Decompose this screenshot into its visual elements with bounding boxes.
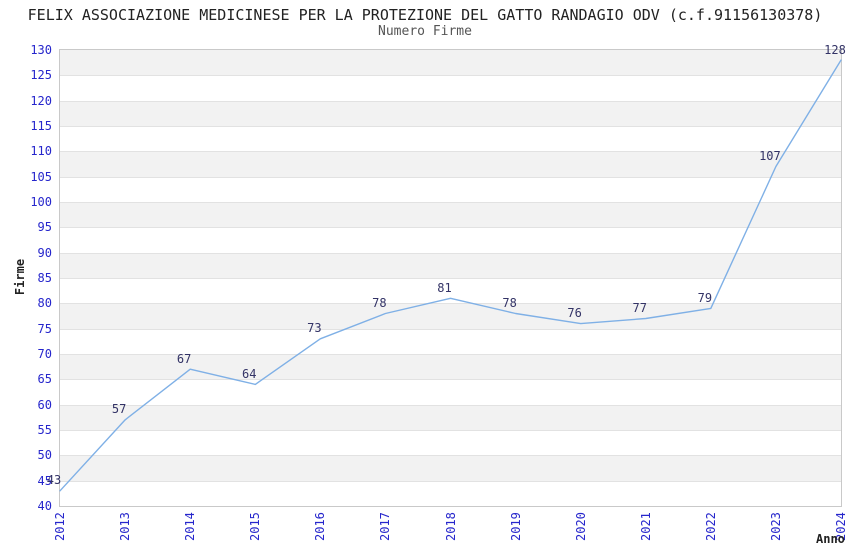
y-tick-label: 45 <box>37 473 52 488</box>
line-series-svg <box>59 59 842 492</box>
grid-line <box>60 151 841 153</box>
data-label: 73 <box>307 321 322 336</box>
grid-line <box>60 303 841 305</box>
grid-band <box>60 100 841 126</box>
data-label: 64 <box>242 366 257 381</box>
x-tick-label: 2021 <box>638 512 653 541</box>
grid-line <box>60 126 841 127</box>
data-label: 57 <box>111 402 127 417</box>
data-label: 43 <box>46 473 62 488</box>
line-series <box>59 59 842 492</box>
x-tick-label: 2019 <box>508 512 523 541</box>
grid-band <box>60 202 841 228</box>
grid-band <box>60 480 841 506</box>
y-tick-label: 40 <box>37 499 52 513</box>
x-axis-title: Anno <box>816 532 845 546</box>
grid-band <box>60 126 841 152</box>
grid-line <box>60 278 841 279</box>
data-label: 79 <box>697 290 713 305</box>
grid-line <box>60 379 841 381</box>
x-tick-label: 2018 <box>443 512 458 541</box>
grid-band <box>60 455 841 481</box>
grid-line <box>60 100 841 102</box>
chart-subtitle: Numero Firme <box>378 24 472 39</box>
grid-band <box>60 278 841 304</box>
grid-band <box>60 430 841 456</box>
grid-band <box>60 75 841 101</box>
grid-line <box>60 202 841 203</box>
x-tick-label: 2015 <box>248 512 263 541</box>
y-tick-label: 130 <box>30 43 52 57</box>
y-tick-label: 75 <box>37 321 52 336</box>
y-tick-label: 80 <box>37 296 52 311</box>
y-tick-label: 120 <box>30 93 52 108</box>
y-tick-label: 50 <box>37 448 52 463</box>
x-tick-label: 2020 <box>573 512 588 541</box>
y-tick-label: 60 <box>37 397 52 412</box>
grid-line <box>60 455 841 457</box>
grid-line <box>60 176 841 178</box>
x-tick-label: 2017 <box>378 512 393 541</box>
grid-line <box>60 75 841 77</box>
y-tick-label: 100 <box>30 195 52 209</box>
grid-band <box>60 328 841 354</box>
grid-band <box>60 151 841 177</box>
y-tick-label: 65 <box>37 372 52 387</box>
x-tick-label: 2014 <box>183 512 198 541</box>
grid-band <box>60 252 841 278</box>
y-tick-label: 55 <box>37 423 52 437</box>
y-tick-label: 110 <box>30 144 52 159</box>
grid-line <box>60 480 841 482</box>
grid-band <box>60 354 841 380</box>
data-label: 81 <box>437 280 452 295</box>
x-tick-label: 2022 <box>703 512 718 541</box>
grid-band <box>60 50 841 76</box>
y-tick-label: 70 <box>37 347 52 361</box>
grid-band <box>60 379 841 405</box>
grid-band <box>60 227 841 253</box>
y-tick-label: 90 <box>37 245 52 260</box>
y-tick-label: 125 <box>30 68 52 83</box>
plot-area <box>59 49 842 507</box>
grid-line <box>60 354 841 355</box>
data-label: 78 <box>502 295 517 310</box>
x-tick-label: 2023 <box>768 512 783 541</box>
y-tick-label: 105 <box>30 169 52 184</box>
data-label: 67 <box>176 351 192 366</box>
x-tick-label: 2013 <box>118 512 133 541</box>
grid-line <box>60 227 841 229</box>
grid-line <box>60 252 841 254</box>
grid-line <box>60 328 841 330</box>
x-tick-label: 2012 <box>53 512 67 541</box>
data-label: 77 <box>632 301 647 316</box>
chart-title: FELIX ASSOCIAZIONE MEDICINESE PER LA PRO… <box>27 6 823 24</box>
y-tick-label: 95 <box>37 220 52 235</box>
y-tick-label: 85 <box>37 271 52 285</box>
y-tick-label: 115 <box>30 119 52 133</box>
grid-band <box>60 176 841 202</box>
x-tick-label: 2016 <box>313 512 328 541</box>
data-label: 78 <box>372 295 387 310</box>
data-label: 107 <box>759 149 781 164</box>
data-label: 128 <box>824 42 846 57</box>
grid-line <box>60 404 841 406</box>
data-label: 76 <box>567 306 582 321</box>
grid-line <box>60 430 841 431</box>
grid-band <box>60 404 841 430</box>
